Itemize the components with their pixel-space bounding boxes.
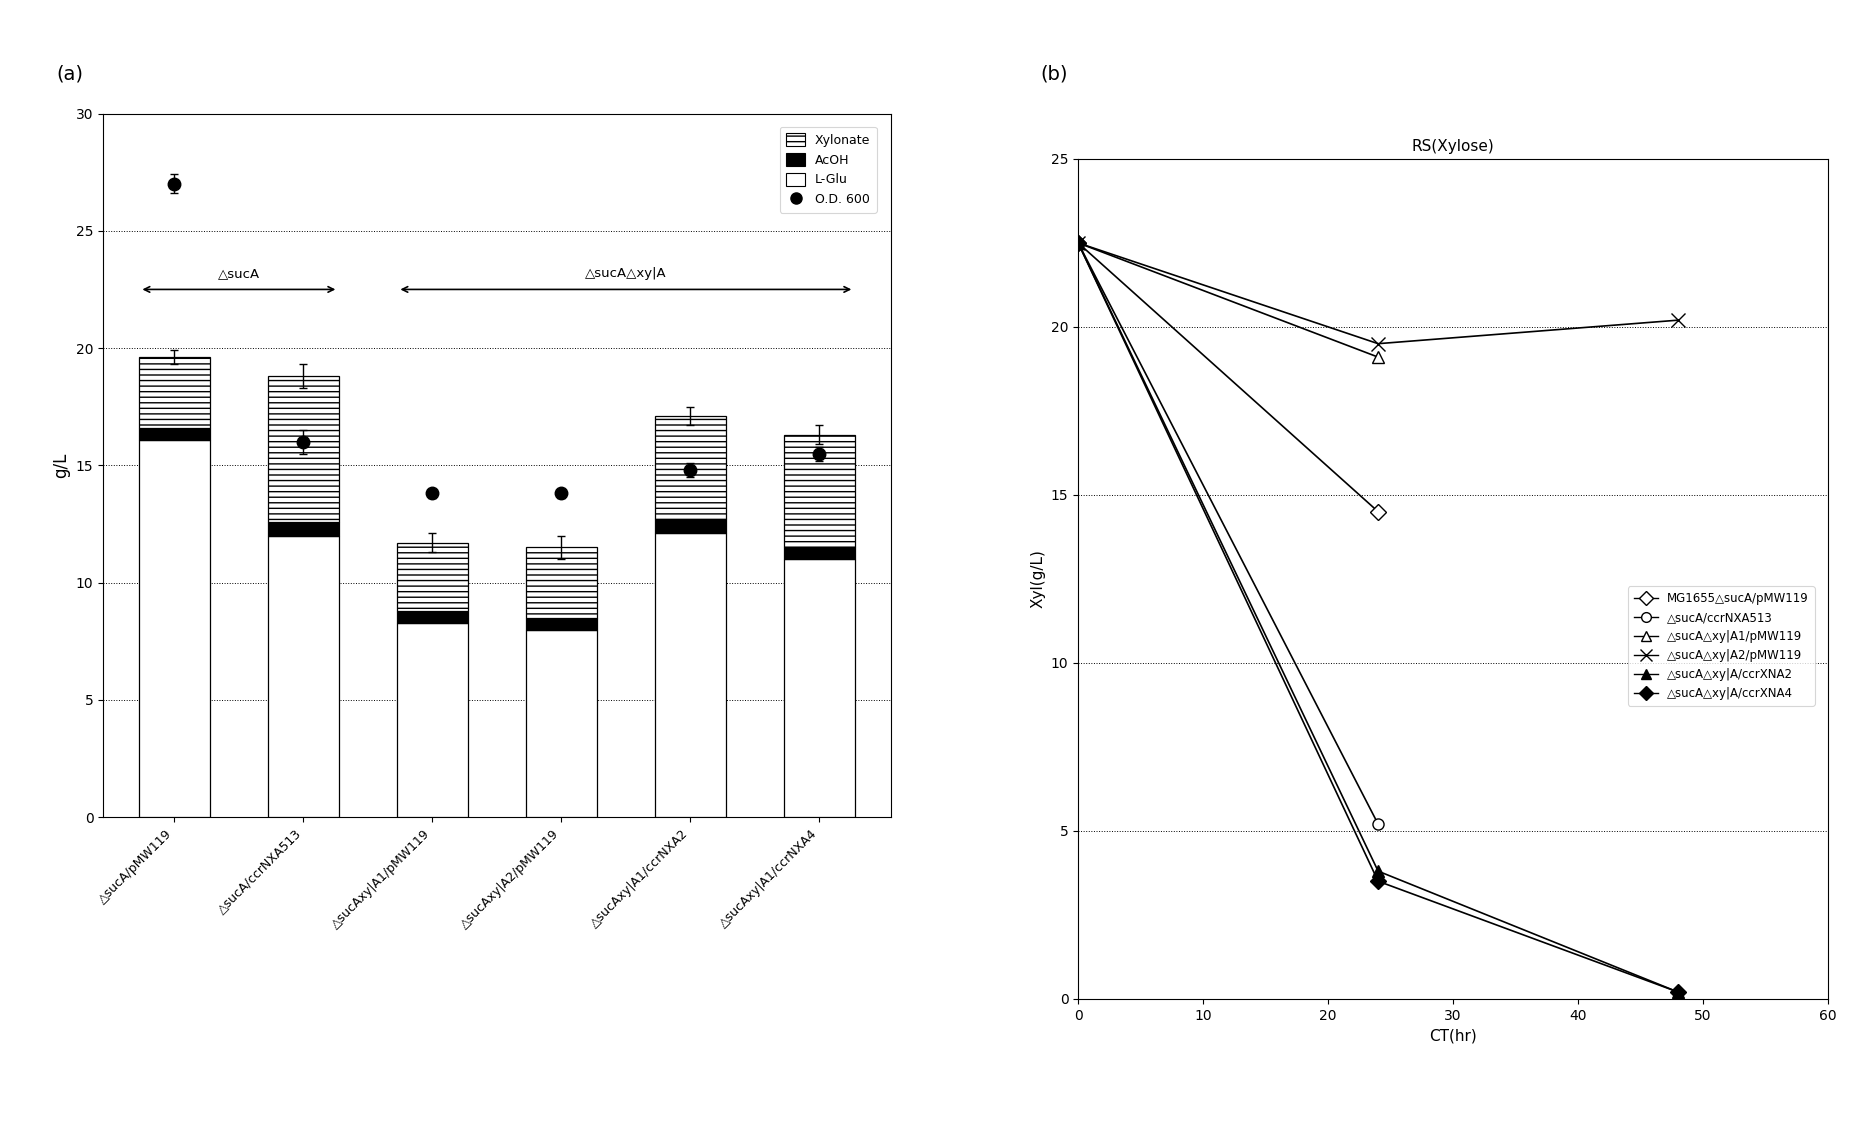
△sucA△xy|A2/pMW119 [1067, 236, 1089, 250]
Line: △sucA/ccrNXA513: △sucA/ccrNXA513 [1072, 237, 1384, 830]
△sucA△xy|A2/pMW119 [1367, 337, 1389, 351]
Bar [654, 533, 726, 817]
△sucA△xy|A/ccrXNA4 [1367, 874, 1389, 888]
Bar [525, 547, 596, 617]
Bar [398, 622, 469, 817]
Bar [268, 522, 339, 536]
Bar [268, 536, 339, 817]
MG1655△sucA/pMW119 [1367, 505, 1389, 519]
Text: △sucA: △sucA [218, 267, 261, 280]
Legend: Xylonate, AcOH, L-Glu, O.D. 600: Xylonate, AcOH, L-Glu, O.D. 600 [780, 127, 876, 212]
△sucA/ccrNXA513 [1067, 236, 1089, 250]
△sucA△xy|A/ccrXNA2 [1667, 985, 1689, 999]
△sucA△xy|A/ccrXNA2 [1067, 236, 1089, 250]
Text: (b): (b) [1041, 65, 1069, 84]
Title: RS(Xylose): RS(Xylose) [1412, 138, 1494, 153]
Bar [525, 630, 596, 817]
Bar [398, 611, 469, 622]
Bar [139, 358, 210, 428]
Line: MG1655△sucA/pMW119: MG1655△sucA/pMW119 [1072, 237, 1384, 518]
Bar [654, 520, 726, 533]
△sucA△xy|A2/pMW119 [1667, 313, 1689, 327]
Y-axis label: g/L: g/L [52, 453, 69, 478]
△sucA△xy|A1/pMW119 [1067, 236, 1089, 250]
Bar [784, 435, 855, 547]
Line: △sucA△xy|A2/pMW119: △sucA△xy|A2/pMW119 [1071, 236, 1686, 351]
MG1655△sucA/pMW119 [1067, 236, 1089, 250]
Line: △sucA△xy|A/ccrXNA4: △sucA△xy|A/ccrXNA4 [1072, 237, 1684, 998]
△sucA△xy|A/ccrXNA4 [1667, 985, 1689, 999]
Line: △sucA△xy|A/ccrXNA2: △sucA△xy|A/ccrXNA2 [1072, 237, 1684, 998]
Bar [525, 617, 596, 630]
Text: △sucA△xy|A: △sucA△xy|A [585, 267, 668, 280]
Bar [784, 547, 855, 560]
X-axis label: CT(hr): CT(hr) [1429, 1028, 1478, 1043]
Bar [654, 417, 726, 520]
Line: △sucA△xy|A1/pMW119: △sucA△xy|A1/pMW119 [1072, 237, 1384, 363]
Y-axis label: Xyl(g/L): Xyl(g/L) [1029, 549, 1044, 608]
△sucA△xy|A1/pMW119 [1367, 351, 1389, 364]
△sucA△xy|A/ccrXNA2 [1367, 865, 1389, 878]
Bar [139, 439, 210, 817]
△sucA△xy|A/ccrXNA4 [1067, 236, 1089, 250]
Legend: MG1655△sucA/pMW119, △sucA/ccrNXA513, △sucA△xy|A1/pMW119, △sucA△xy|A2/pMW119, △su: MG1655△sucA/pMW119, △sucA/ccrNXA513, △su… [1628, 587, 1815, 706]
Bar [139, 428, 210, 439]
Text: (a): (a) [56, 65, 82, 84]
Bar [398, 543, 469, 611]
Bar [784, 560, 855, 817]
△sucA/ccrNXA513 [1367, 817, 1389, 831]
Bar [268, 376, 339, 522]
